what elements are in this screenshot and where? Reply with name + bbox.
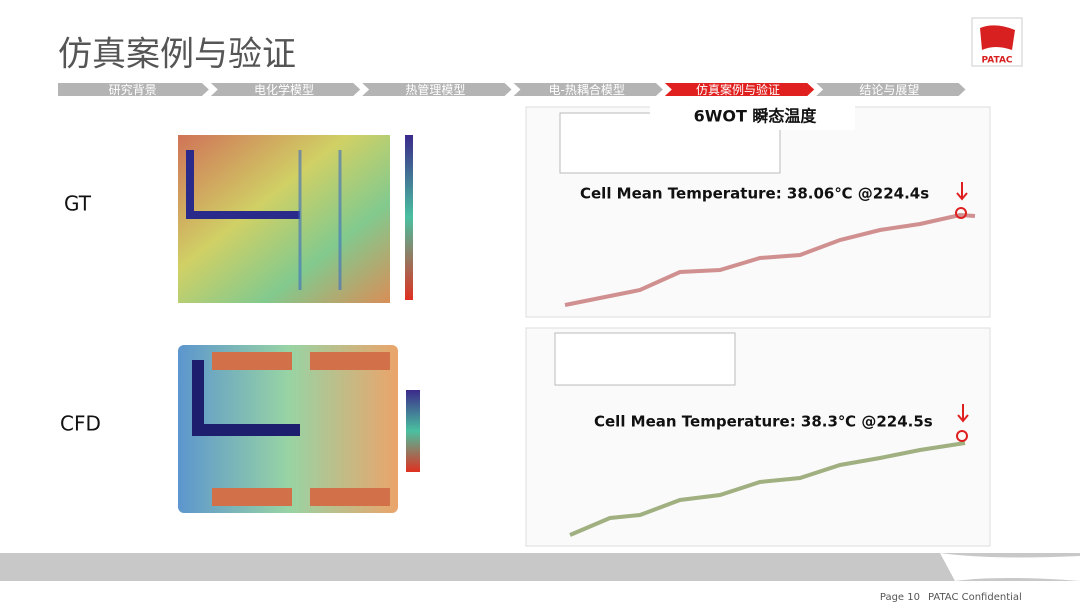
confidential: PATAC Confidential <box>928 592 1022 603</box>
nav-item-bg <box>357 81 515 98</box>
cfd-chart-image <box>525 327 991 547</box>
nav-item: 结论与展望 <box>859 83 919 97</box>
page-number: Page 10 <box>880 592 920 603</box>
cfd-contour-image <box>178 345 420 513</box>
footer-swoosh <box>940 553 1080 581</box>
nav-item: 电化学模型 <box>254 82 314 97</box>
nav-item: 热管理模型 <box>405 82 465 97</box>
footer-band <box>0 553 1080 581</box>
nav-item-bg <box>508 81 666 98</box>
nav-item-bg <box>811 81 969 98</box>
annotation: Cell Mean Temperature: 38.06℃ @224.4s <box>580 185 929 203</box>
nav-item: 电-热耦合模型 <box>548 82 624 97</box>
row-label: CFD <box>60 412 101 436</box>
annotation: Cell Mean Temperature: 38.3℃ @224.5s <box>594 413 933 431</box>
nav-bar: 研究背景 电化学模型 热管理模型 电-热耦合模型 仿真案例与验证 结论与展望 <box>56 81 969 98</box>
slide-title: 仿真案例与验证 <box>58 35 296 75</box>
heading-bg <box>650 104 855 130</box>
logo-text: PATAC <box>981 56 1012 66</box>
nav-item-bg <box>56 81 212 98</box>
chart-heading: 6WOT 瞬态温度 <box>694 107 818 126</box>
nav-item-bg <box>205 81 364 98</box>
gt-chart-image <box>525 106 991 318</box>
nav-item: 仿真案例与验证 <box>696 82 780 97</box>
nav-item-bg <box>659 81 818 98</box>
logo: PATAC <box>971 17 1023 67</box>
nav-item: 研究背景 <box>109 82 157 97</box>
gt-contour-image <box>178 135 413 303</box>
row-label: GT <box>64 192 92 216</box>
